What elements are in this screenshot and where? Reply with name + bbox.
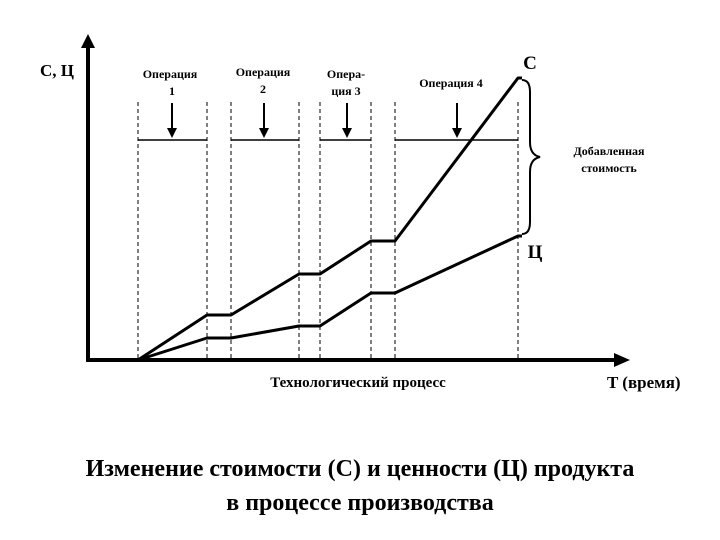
cost-curve — [137, 76, 522, 362]
added-value-label: стоимость — [581, 161, 637, 175]
down-arrow-icon — [342, 128, 352, 138]
value-curve — [137, 234, 522, 362]
y-axis-label: С, Ц — [40, 61, 74, 80]
x-axis-label: T (время) — [607, 373, 681, 392]
operation-1-label: 1 — [169, 84, 175, 98]
down-arrow-icon — [452, 128, 462, 138]
operation-4-label: Операция 4 — [419, 76, 483, 90]
operation-arrows — [167, 103, 462, 138]
process-label: Технологический процесс — [270, 375, 446, 391]
caption-line-1: Изменение стоимости (С) и ценности (Ц) п… — [85, 456, 635, 482]
operation-3-label: ция 3 — [331, 84, 360, 98]
operation-3-label: Опера- — [327, 67, 365, 81]
caption-line-2: в процессе производства — [226, 490, 494, 516]
operation-boundaries — [137, 102, 519, 360]
down-arrow-icon — [259, 128, 269, 138]
y-axis-arrow-icon — [81, 34, 95, 48]
down-arrow-icon — [167, 128, 177, 138]
x-axis-arrow-icon — [614, 353, 630, 367]
operation-2-label: 2 — [260, 82, 266, 96]
operation-1-label: Операция — [143, 67, 198, 81]
figure-caption: Изменение стоимости (С) и ценности (Ц) п… — [0, 452, 720, 520]
added-value-brace — [521, 79, 541, 235]
cost-curve-label: С — [523, 53, 537, 74]
added-value-label: Добавленная — [574, 144, 645, 158]
value-curve-label: Ц — [528, 242, 543, 263]
operation-labels: Операция 1 Операция 2 Опера- ция 3 Опера… — [143, 65, 483, 98]
operation-2-label: Операция — [236, 65, 291, 79]
